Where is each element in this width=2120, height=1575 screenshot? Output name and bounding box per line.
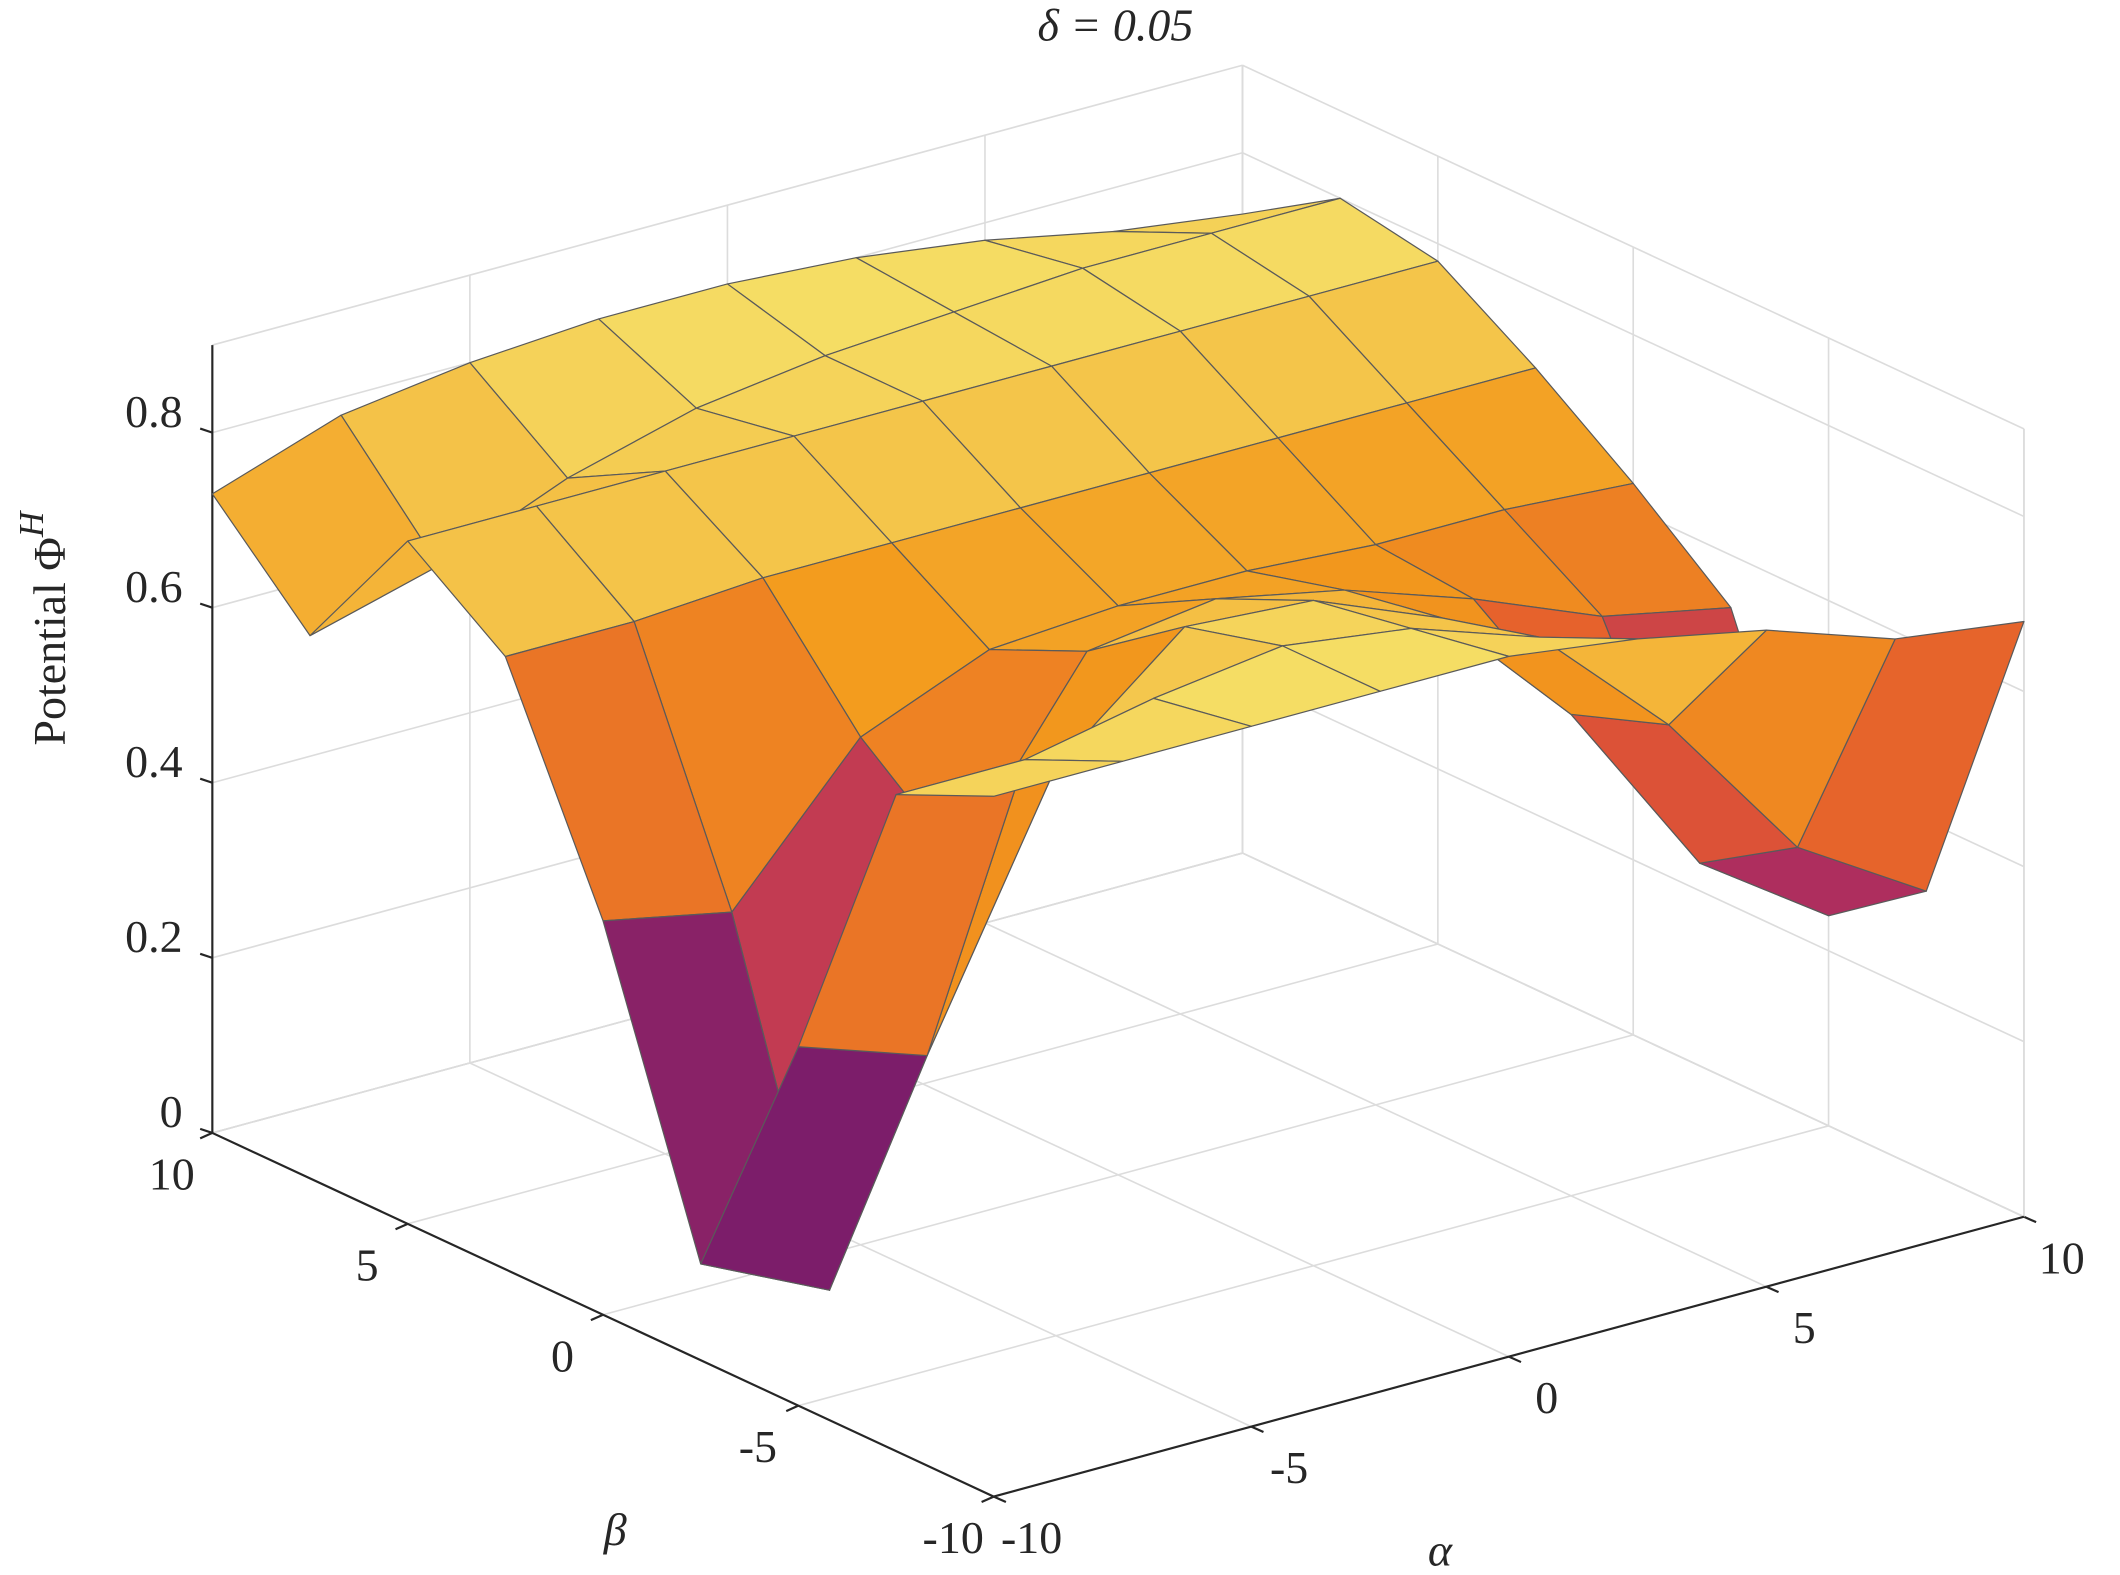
y-grid-line — [407, 943, 1439, 1225]
z-tick — [199, 427, 213, 434]
x-tick — [2023, 1215, 2037, 1224]
x-tick — [1765, 1285, 1779, 1294]
surface — [211, 197, 2025, 1291]
y-tick-label: 0 — [551, 1330, 574, 1381]
y-tick-label: -5 — [739, 1421, 777, 1472]
z-tick-label: 0.8 — [125, 386, 182, 437]
z-axis-label-main: Potential Φ — [24, 537, 75, 745]
z-tick — [199, 952, 213, 959]
y-tick-label: -10 — [923, 1512, 984, 1563]
y-tick — [981, 1495, 995, 1503]
surface-cell — [895, 759, 1124, 797]
x-tick-label: -10 — [1001, 1512, 1062, 1563]
x-tick — [993, 1495, 1007, 1503]
z-tick — [199, 777, 213, 784]
x-axis-label: α — [1428, 1524, 1453, 1575]
z-axis-label-sup: H — [12, 510, 51, 538]
x-tick-label: 5 — [1793, 1302, 1816, 1353]
z-tick — [199, 1127, 213, 1134]
y-tick-label: 10 — [149, 1148, 195, 1199]
y-tick — [785, 1404, 799, 1413]
x-tick-label: 0 — [1535, 1372, 1558, 1423]
x-tick — [1250, 1425, 1264, 1434]
z-tick-label: 0.4 — [125, 736, 182, 787]
z-tick-label: 0.2 — [125, 911, 182, 962]
x-tick-label: -5 — [1270, 1442, 1308, 1493]
y-tick — [590, 1313, 604, 1322]
z-axis-label: Potential ΦH — [12, 510, 74, 745]
z-tick — [199, 602, 213, 609]
y-tick — [199, 1131, 213, 1140]
y-axis — [211, 1131, 995, 1498]
z-tick-label: 0 — [160, 1086, 183, 1137]
x-tick-label: 10 — [2039, 1232, 2085, 1283]
y-grid-line — [798, 1125, 1829, 1407]
z-tick-label: 0.6 — [125, 561, 182, 612]
chart-title: δ = 0.05 — [1038, 0, 1194, 50]
x-axis — [993, 1215, 2025, 1498]
y-tick-label: 5 — [356, 1239, 379, 1290]
y-axis-label: β — [603, 1504, 627, 1555]
y-tick — [395, 1222, 409, 1231]
x-tick — [1508, 1355, 1522, 1364]
